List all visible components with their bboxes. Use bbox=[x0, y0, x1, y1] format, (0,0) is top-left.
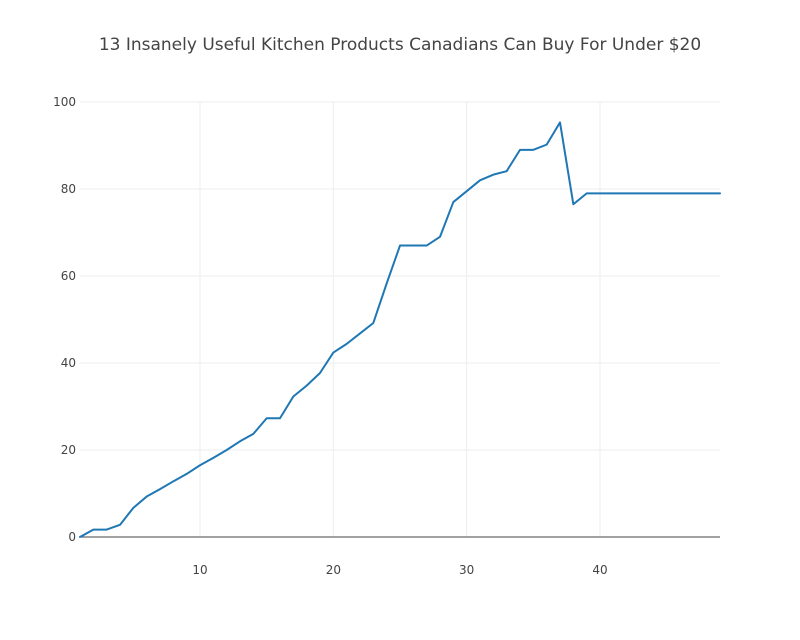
y-tick-label: 100 bbox=[53, 95, 76, 109]
series-line bbox=[79, 121, 721, 538]
x-tick-label: 20 bbox=[326, 563, 341, 577]
gridlines bbox=[80, 101, 720, 537]
x-tick-label: 40 bbox=[592, 563, 607, 577]
series-layer bbox=[79, 121, 721, 538]
y-tick-label: 40 bbox=[61, 356, 76, 370]
axes: 0 20 40 60 80 100 10 20 30 40 bbox=[53, 95, 720, 577]
x-tick-label: 30 bbox=[459, 563, 474, 577]
chart-title: 13 Insanely Useful Kitchen Products Cana… bbox=[99, 35, 701, 55]
y-tick-label: 20 bbox=[61, 443, 76, 457]
y-tick-label: 60 bbox=[61, 269, 76, 283]
x-tick-label: 10 bbox=[192, 563, 207, 577]
y-tick-label: 0 bbox=[68, 530, 76, 544]
y-tick-label: 80 bbox=[61, 182, 76, 196]
